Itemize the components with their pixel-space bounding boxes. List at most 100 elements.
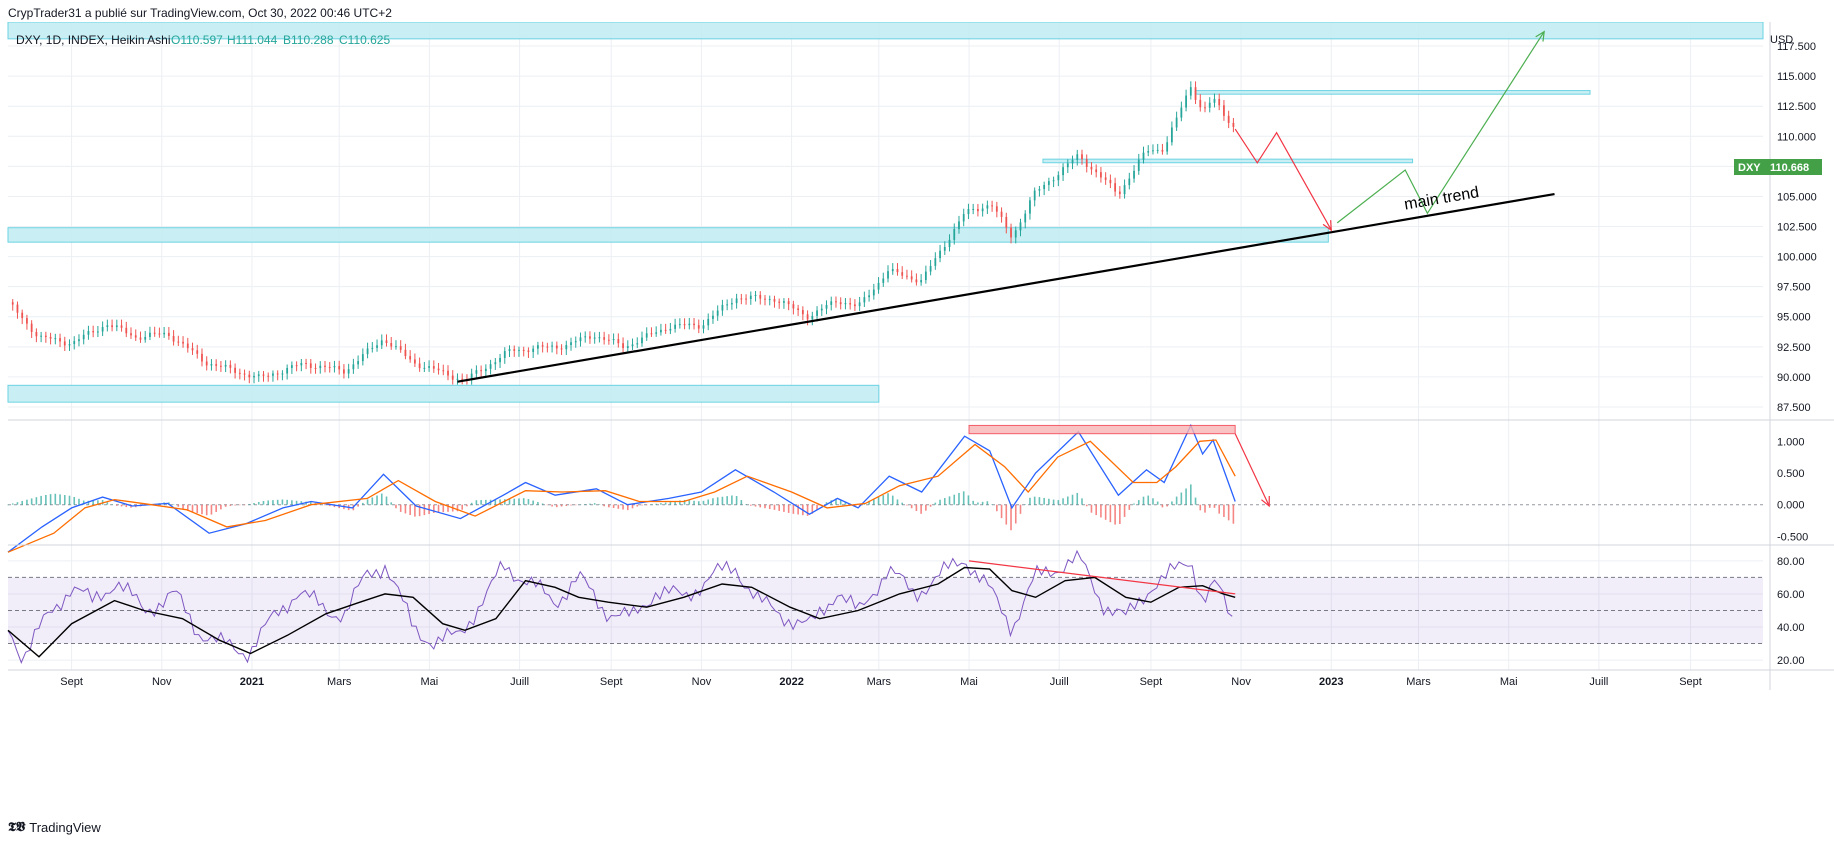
y-tick-label: 117.500 <box>1777 41 1816 53</box>
macd-histogram-bar <box>461 504 464 510</box>
macd-histogram-bar <box>272 500 274 505</box>
macd-histogram-bar <box>362 502 364 505</box>
candle-body <box>816 310 818 316</box>
candle-body <box>343 369 345 374</box>
macd-histogram-bar <box>291 500 293 505</box>
candle-body <box>579 337 582 342</box>
candle-body <box>11 302 14 305</box>
candle-body <box>503 351 506 358</box>
macd-histogram-bar <box>683 499 686 505</box>
currency-label: USD <box>1770 34 1793 46</box>
y-tick-label: 0.500 <box>1777 468 1805 480</box>
last-price-tag[interactable]: DXY 110.668 <box>1734 159 1822 175</box>
y-tick-label: 40.00 <box>1777 622 1805 634</box>
candle-body <box>967 209 970 215</box>
macd-histogram-bar <box>87 500 90 505</box>
candle-body <box>1114 183 1117 192</box>
candle-body <box>1152 150 1154 152</box>
macd-histogram-bar <box>68 495 71 505</box>
macd-histogram-bar <box>778 504 780 511</box>
macd-histogram-bar <box>1180 492 1183 505</box>
rsi-moving-average <box>7 566 1236 658</box>
candle-body <box>1180 107 1183 118</box>
x-tick-label: Mai <box>421 676 439 688</box>
candle-body <box>286 367 289 374</box>
macd-histogram-bar <box>679 500 681 505</box>
dxy-chart[interactable]: Sept Nov 2021 Mars Mai Juill Sept Nov 2022 Mars Ma… <box>0 22 1834 812</box>
macd-histogram-bar <box>650 504 653 505</box>
candle-body <box>352 364 355 370</box>
macd-histogram-bar <box>641 504 643 506</box>
macd-histogram-bar <box>300 501 303 505</box>
candle-body <box>787 301 790 305</box>
candle-body <box>522 349 525 351</box>
macd-histogram-bar <box>844 501 847 505</box>
candle-body <box>622 343 624 349</box>
candle-body <box>797 308 800 310</box>
candle-body <box>328 366 331 368</box>
macd-histogram-bar <box>839 499 842 505</box>
macd-histogram-bar <box>1014 504 1017 524</box>
x-tick-label: 2022 <box>779 676 803 688</box>
candle-body <box>551 345 553 347</box>
macd-histogram-bar <box>404 504 407 514</box>
price-zone <box>1194 90 1591 95</box>
candle-body <box>584 336 587 338</box>
price-zone <box>7 22 1764 40</box>
macd-histogram-bar <box>688 500 691 505</box>
macd-histogram-bar <box>1081 498 1083 505</box>
macd-histogram-bar <box>617 504 620 509</box>
candle-body <box>272 373 274 376</box>
candle-body <box>858 302 861 307</box>
macd-histogram-bar <box>1043 497 1045 505</box>
candle-body <box>901 272 904 276</box>
candle-body <box>801 309 804 315</box>
candle-body <box>1223 105 1225 116</box>
candle-body <box>896 269 899 273</box>
macd-histogram-bar <box>608 504 610 508</box>
macd-histogram-bar <box>598 504 601 505</box>
candle-body <box>934 258 937 266</box>
candle-body <box>229 364 232 368</box>
candle-body <box>87 331 90 335</box>
y-tick-label: 102.500 <box>1777 222 1817 234</box>
y-tick-label: -0.500 <box>1777 531 1808 543</box>
x-tick-label: Mai <box>960 676 978 688</box>
macd-histogram-bar <box>1199 504 1202 511</box>
chart-annotations[interactable] <box>457 30 1555 383</box>
candle-body <box>120 325 123 328</box>
macd-histogram-bar <box>399 504 402 512</box>
macd-histogram-bar <box>707 499 710 505</box>
candle-body <box>697 325 700 329</box>
macd-histogram-bar <box>906 504 908 506</box>
macd-histogram-bar <box>239 504 241 506</box>
candle-body <box>707 318 710 326</box>
candle-body <box>1071 159 1074 164</box>
candle-body <box>413 359 416 364</box>
candle-body <box>598 337 601 339</box>
candle-body <box>891 269 894 272</box>
macd-histogram-bar <box>1090 504 1093 513</box>
candle-body <box>338 365 341 370</box>
macd-histogram-bar <box>276 499 279 505</box>
macd-histogram-bar <box>111 504 113 505</box>
macd-histogram-bar <box>1218 504 1221 514</box>
candle-body <box>740 298 743 300</box>
macd-histogram-bar <box>390 502 393 505</box>
candle-body <box>1052 180 1055 182</box>
macd-histogram-bar <box>7 504 9 506</box>
macd-histogram-bar <box>186 504 189 511</box>
candle-body <box>1090 166 1093 170</box>
macd-histogram-bar <box>485 499 487 505</box>
macd-histogram-bar <box>948 496 951 505</box>
macd-histogram-bar <box>1123 504 1126 517</box>
candle-body <box>1081 154 1083 160</box>
candle-body <box>986 205 989 209</box>
macd-histogram-bar <box>570 504 572 506</box>
candle-body <box>882 278 885 283</box>
support-resistance-zones[interactable] <box>7 22 1764 403</box>
macd-histogram-bar <box>1024 504 1027 505</box>
macd-histogram-bar <box>73 496 76 505</box>
footer-brand[interactable]: 𝕿𝖁 TradingView <box>8 820 101 835</box>
x-tick-label: Nov <box>1231 676 1251 688</box>
